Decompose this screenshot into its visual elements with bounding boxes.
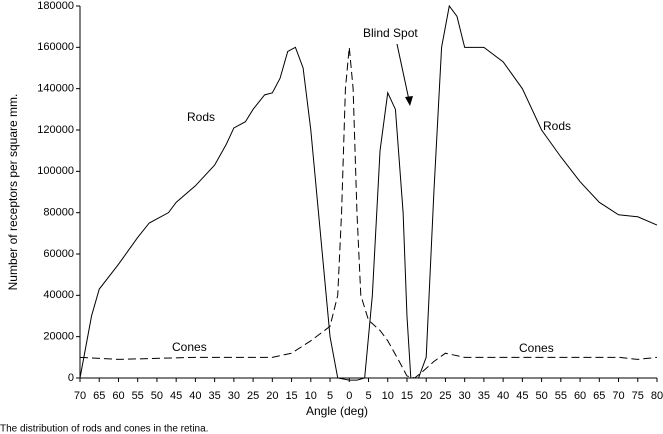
x-tick-label: 60 bbox=[112, 390, 124, 402]
annotation: Cones bbox=[519, 341, 554, 355]
x-tick-label: 70 bbox=[612, 390, 624, 402]
x-tick-label: 30 bbox=[459, 390, 471, 402]
x-tick-label: 25 bbox=[247, 390, 259, 402]
y-tick-label: 80000 bbox=[43, 207, 74, 219]
y-axis-title: Number of receptors per square mm. bbox=[6, 94, 20, 291]
y-tick-label: 120000 bbox=[37, 124, 74, 136]
y-tick-label: 180000 bbox=[37, 0, 74, 12]
x-tick-label: 35 bbox=[478, 390, 490, 402]
x-tick-label: 20 bbox=[420, 390, 432, 402]
line-1 bbox=[79, 47, 658, 379]
x-tick-label: 40 bbox=[497, 390, 509, 402]
y-tick-label: 20000 bbox=[43, 331, 74, 343]
x-tick-label: 55 bbox=[555, 390, 567, 402]
x-tick-label: 65 bbox=[93, 390, 105, 402]
x-tick-label: 45 bbox=[170, 390, 182, 402]
x-tick-label: 15 bbox=[285, 390, 297, 402]
x-tick-label: 55 bbox=[132, 390, 144, 402]
x-tick-label: 60 bbox=[574, 390, 586, 402]
x-tick-label: 30 bbox=[228, 390, 240, 402]
line-0 bbox=[79, 4, 658, 381]
x-tick-label: 5 bbox=[327, 390, 333, 402]
x-tick-label: 15 bbox=[401, 390, 413, 402]
x-tick-label: 65 bbox=[593, 390, 605, 402]
x-tick-label: 35 bbox=[209, 390, 221, 402]
x-tick-label: 10 bbox=[382, 390, 394, 402]
arrow bbox=[396, 43, 410, 101]
x-tick-label: 50 bbox=[151, 390, 163, 402]
annotation: Blind Spot bbox=[363, 26, 418, 40]
x-tick-label: 10 bbox=[305, 390, 317, 402]
y-tick-label: 160000 bbox=[37, 41, 74, 53]
x-axis-title: Angle (deg) bbox=[306, 404, 368, 418]
arrow-head bbox=[405, 96, 413, 106]
y-tick-label: 140000 bbox=[37, 83, 74, 95]
x-tick-label: 75 bbox=[632, 390, 644, 402]
y-tick-label: 40000 bbox=[43, 289, 74, 301]
annotation: Cones bbox=[172, 340, 207, 354]
y-tick-label: 100000 bbox=[37, 165, 74, 177]
caption: The distribution of rods and cones in th… bbox=[0, 424, 208, 434]
x-tick-label: 80 bbox=[651, 390, 663, 402]
x-tick-label: 25 bbox=[439, 390, 451, 402]
y-tick-label: 0 bbox=[68, 372, 74, 384]
x-tick-label: 20 bbox=[266, 390, 278, 402]
x-tick-label: 70 bbox=[74, 390, 86, 402]
y-tick-label: 60000 bbox=[43, 248, 74, 260]
annotation: Rods bbox=[543, 119, 571, 133]
x-tick-label: 45 bbox=[516, 390, 528, 402]
x-tick-label: 0 bbox=[346, 390, 352, 402]
x-tick-label: 40 bbox=[189, 390, 201, 402]
x-tick-label: 50 bbox=[535, 390, 547, 402]
annotation: Rods bbox=[187, 110, 215, 124]
x-tick-label: 5 bbox=[365, 390, 371, 402]
